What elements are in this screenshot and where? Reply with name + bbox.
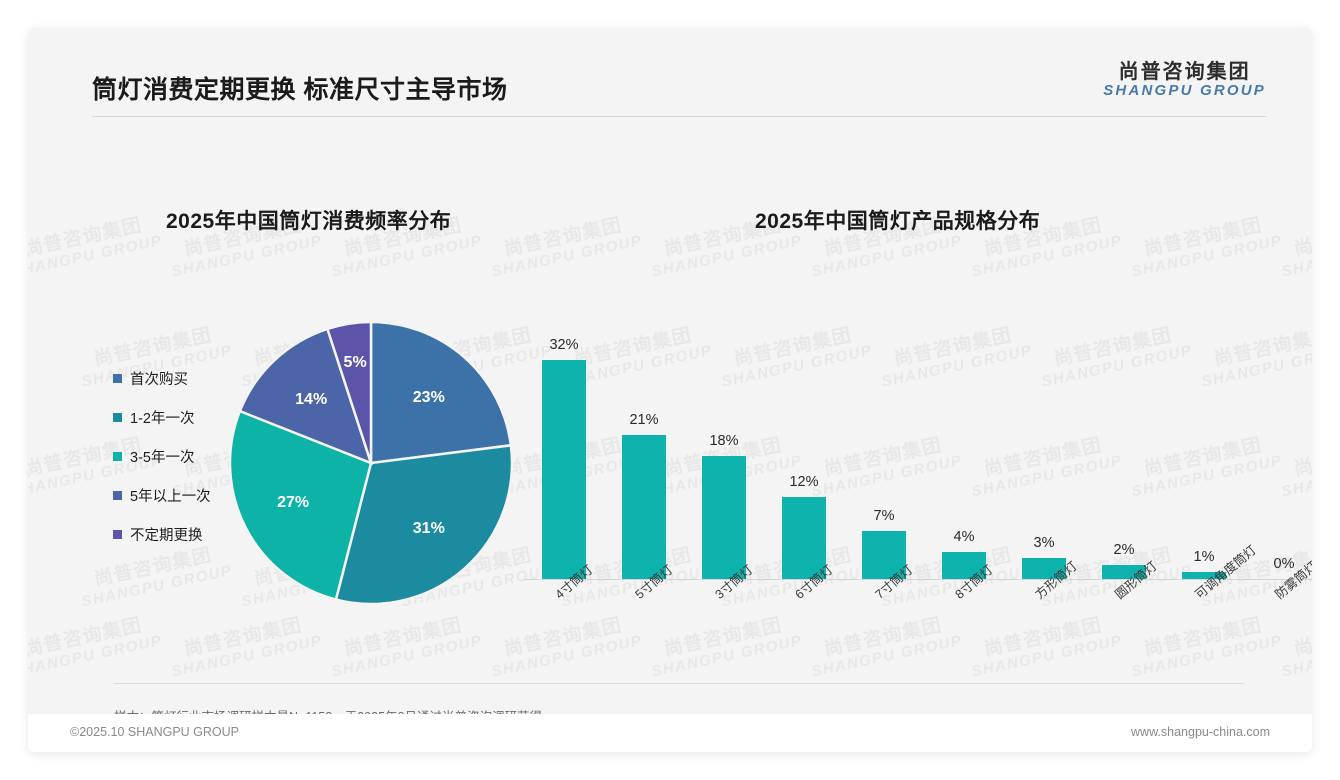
bar-column[interactable]: 0% xyxy=(1262,556,1306,579)
bar-rectangle[interactable] xyxy=(942,551,986,579)
bar-column[interactable]: 21% xyxy=(622,412,666,579)
bar-value-label: 7% xyxy=(873,508,895,524)
company-logo: 尚普咨询集团 SHANGPU GROUP xyxy=(1103,61,1266,100)
bar-value-label: 2% xyxy=(1113,542,1135,559)
bar-rectangle[interactable] xyxy=(622,435,666,579)
bar-value-label: 4% xyxy=(953,528,975,545)
legend-item-label: 不定期更换 xyxy=(130,528,203,544)
pie-slice-value-label: 27% xyxy=(277,494,309,511)
pie-slice-value-label: 5% xyxy=(344,354,367,371)
legend-item-label: 首次购买 xyxy=(130,372,188,388)
pie-legend-item[interactable]: 5年以上一次 xyxy=(113,485,211,506)
header-divider xyxy=(92,116,1266,117)
footnote-divider xyxy=(114,683,1244,684)
slide-header: 筒灯消费定期更换 标准尺寸主导市场 尚普咨询集团 SHANGPU GROUP xyxy=(28,28,1312,118)
pie-chart-title: 2025年中国筒灯消费频率分布 xyxy=(166,210,452,233)
bar-chart-title: 2025年中国筒灯产品规格分布 xyxy=(755,210,1041,233)
pie-slice[interactable] xyxy=(325,320,373,464)
bar-rectangle[interactable] xyxy=(862,531,906,579)
bar-rectangle[interactable] xyxy=(702,455,746,579)
bar-chart-baseline xyxy=(524,579,1312,580)
bar-column[interactable]: 32% xyxy=(542,337,586,579)
bar-value-label: 1% xyxy=(1193,549,1215,566)
slide-footer: ©2025.10 SHANGPU GROUP www.shangpu-china… xyxy=(28,714,1312,752)
pie-slice-value-label: 31% xyxy=(413,520,445,537)
page-title: 筒灯消费定期更换 标准尺寸主导市场 xyxy=(92,76,508,104)
legend-color-swatch xyxy=(113,413,122,422)
bar-column[interactable]: 18% xyxy=(702,433,746,579)
pie-chart-svg: 23% 31% 27% 14% 5% xyxy=(228,320,514,606)
slide-canvas: 尚普咨询集团 SHANGPU GROUP 尚普咨询集团 SHANGPU GROUP 尚普… xyxy=(28,28,1312,752)
bar-column[interactable]: 2% xyxy=(1102,542,1146,579)
pie-slice[interactable] xyxy=(334,443,514,606)
bar-rectangle[interactable] xyxy=(1022,558,1066,579)
bar-rectangle[interactable] xyxy=(542,359,586,579)
pie-slice[interactable] xyxy=(228,409,373,602)
bar-value-label: 12% xyxy=(789,473,819,490)
pie-slice[interactable] xyxy=(369,320,513,465)
bar-value-label: 0% xyxy=(1273,556,1295,572)
logo-english-name: SHANGPU GROUP xyxy=(1103,82,1266,100)
bar-rectangle[interactable] xyxy=(1102,565,1146,579)
logo-chinese-name: 尚普咨询集团 xyxy=(1118,61,1251,83)
legend-color-swatch xyxy=(113,452,122,461)
pie-legend-item[interactable]: 不定期更换 xyxy=(113,524,211,545)
bar-rectangle[interactable] xyxy=(1182,572,1226,579)
legend-color-swatch xyxy=(113,374,122,383)
legend-color-swatch xyxy=(113,530,122,539)
legend-item-label: 1-2年一次 xyxy=(130,411,195,427)
legend-color-swatch xyxy=(113,491,122,500)
bar-column[interactable]: 1% xyxy=(1182,549,1226,579)
bar-value-label: 32% xyxy=(549,336,579,353)
pie-slice-value-label: 14% xyxy=(295,391,327,408)
slide-content: 2025年中国筒灯消费频率分布 2025年中国筒灯产品规格分布 首次购买 1-2年… xyxy=(28,28,1312,752)
pie-legend-item[interactable]: 3-5年一次 xyxy=(113,446,211,467)
bar-value-label: 21% xyxy=(629,412,659,428)
bar-column[interactable]: 7% xyxy=(862,508,906,579)
bar-rectangle[interactable] xyxy=(782,496,826,579)
bar-value-label: 18% xyxy=(709,432,739,449)
bar-column[interactable]: 4% xyxy=(942,529,986,579)
bar-chart: 32% 4寸筒灯 21% 5寸筒灯 18% 3寸筒灯 12% 6寸筒灯 7% 7寸筒灯 4% 8寸筒灯… xyxy=(524,280,1312,602)
footer-copyright: ©2025.10 SHANGPU GROUP xyxy=(70,725,239,739)
pie-legend-item[interactable]: 1-2年一次 xyxy=(113,407,211,428)
pie-legend-item[interactable]: 首次购买 xyxy=(113,368,211,389)
pie-slice-value-label: 23% xyxy=(413,389,445,406)
legend-item-label: 3-5年一次 xyxy=(130,450,195,466)
bar-value-label: 3% xyxy=(1033,535,1055,552)
pie-legend: 首次购买 1-2年一次 3-5年一次 5年以上一次 不定期更换 xyxy=(113,368,211,545)
legend-item-label: 5年以上一次 xyxy=(130,489,211,505)
pie-chart: 23% 31% 27% 14% 5% xyxy=(226,320,516,606)
footer-website-url[interactable]: www.shangpu-china.com xyxy=(1131,725,1270,739)
bar-column[interactable]: 3% xyxy=(1022,535,1066,579)
bar-column[interactable]: 12% xyxy=(782,474,826,579)
